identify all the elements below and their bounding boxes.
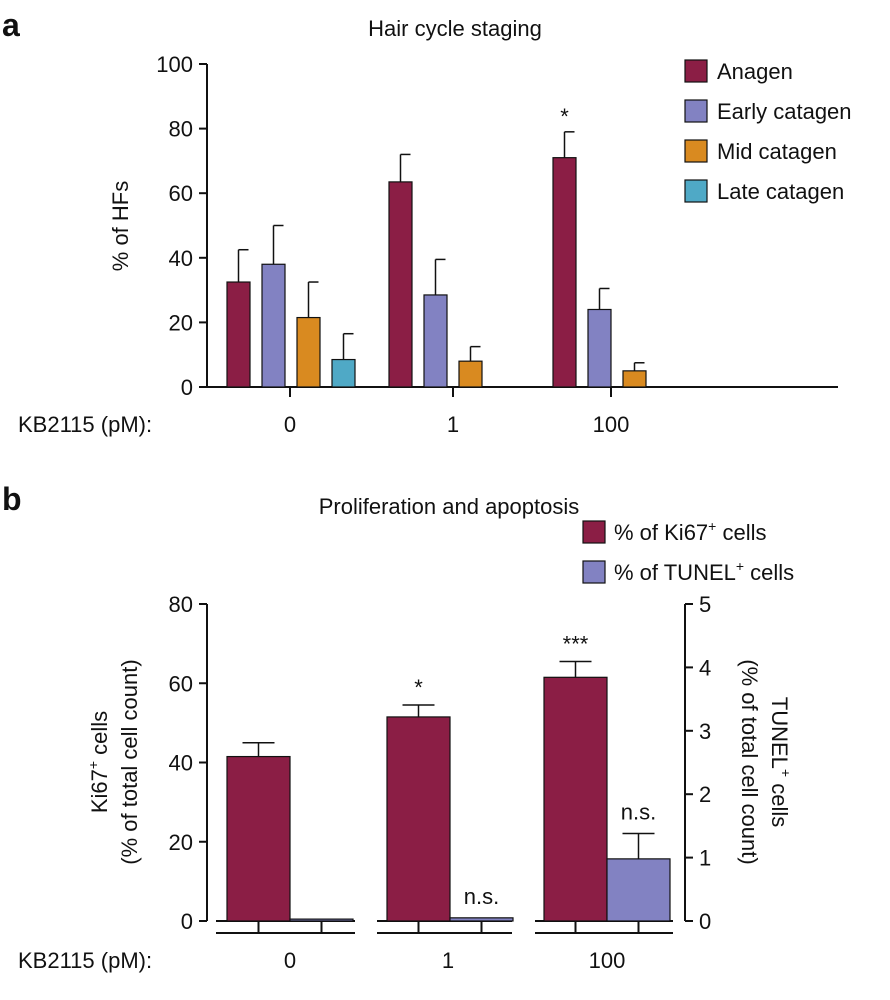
panel-b-ytick-left-label: 80 bbox=[169, 592, 193, 617]
legend-b-swatch-of-tunel bbox=[582, 560, 606, 584]
bar-b-of-ki67-100 bbox=[543, 676, 608, 922]
panel-b-ytick-left-label: 60 bbox=[169, 671, 193, 696]
panel-b-ytick-right-label: 3 bbox=[699, 719, 711, 744]
panel-b-legend: % of Ki67+ cells % of TUNEL+ cells bbox=[582, 518, 794, 585]
panel-a-title: Hair cycle staging bbox=[368, 16, 542, 41]
panel-a-ytick-label: 60 bbox=[169, 181, 193, 206]
panel-b-ytick-right-label: 2 bbox=[699, 782, 711, 807]
legend-a-label-anagen: Anagen bbox=[717, 59, 793, 84]
legend-a-swatch-late-catagen bbox=[684, 179, 708, 203]
panel-b-title: Proliferation and apoptosis bbox=[319, 494, 580, 519]
panel-a-ytick-label: 80 bbox=[169, 117, 193, 142]
panel-a-letter: a bbox=[2, 7, 20, 43]
panel-b-ytick-left-label: 20 bbox=[169, 830, 193, 855]
legend-a-label-early-catagen: Early catagen bbox=[717, 99, 852, 124]
panel-b-ytick-right-label: 4 bbox=[699, 655, 711, 680]
panel-a-xlabel: KB2115 (pM): bbox=[18, 412, 152, 437]
bar-b-of-tunel-1 bbox=[449, 917, 514, 922]
panel-b-plot: 0 20 40 60 80 0 1 2 3 4 5 0 1 * n.s. 100 *** n.s. bbox=[169, 592, 712, 973]
panel-b-ytick-right-label: 1 bbox=[699, 846, 711, 871]
legend-a-label-late-catagen: Late catagen bbox=[717, 179, 844, 204]
panel-a-xtick-label: 0 bbox=[284, 412, 296, 437]
panel-a-ytick-label: 40 bbox=[169, 246, 193, 271]
bar-b-of-ki67-0 bbox=[226, 755, 291, 922]
panel-b-letter: b bbox=[2, 481, 22, 517]
bar-a-anagen-1 bbox=[388, 181, 413, 388]
bar-a-anagen-100 bbox=[552, 157, 577, 388]
panel-a-xtick-label: 1 bbox=[447, 412, 459, 437]
panel-a-ytick-label: 100 bbox=[156, 52, 193, 77]
panel-b-ytick-right-label: 0 bbox=[699, 909, 711, 934]
bar-b-of-tunel-100 bbox=[606, 858, 671, 922]
panel-b-significance: *** bbox=[563, 631, 589, 656]
legend-b-swatch-of-ki67 bbox=[582, 520, 606, 544]
legend-a-swatch-anagen bbox=[684, 59, 708, 83]
panel-a-xtick-label: 100 bbox=[593, 412, 630, 437]
panel-b-ylabel-right-line1: TUNEL+ cells bbox=[767, 697, 794, 827]
panel-b-ylabel-left-line1: Ki67+ cells bbox=[85, 711, 112, 813]
panel-a-significance: * bbox=[560, 104, 569, 129]
panel-b-xlabel: KB2115 (pM): bbox=[18, 948, 152, 973]
bar-a-anagen-0 bbox=[226, 281, 251, 388]
panel-a-plot: 0 20 40 60 80 100 0 1 100 * bbox=[156, 52, 838, 437]
legend-a-label-mid-catagen: Mid catagen bbox=[717, 139, 837, 164]
panel-b-significance: * bbox=[414, 675, 423, 700]
bar-a-late-catagen-0 bbox=[331, 358, 356, 388]
panel-b-ylabel-right: TUNEL+ cells(% of total cell count) bbox=[737, 659, 794, 864]
bar-a-mid-catagen-0 bbox=[296, 316, 321, 388]
bar-a-early-catagen-0 bbox=[261, 263, 286, 388]
panel-b-significance: n.s. bbox=[621, 800, 656, 825]
panel-b-xtick-label: 0 bbox=[284, 948, 296, 973]
legend-b-label-of-ki67: % of Ki67+ cells bbox=[614, 518, 766, 545]
panel-b-ylabel-left: Ki67+ cells (% of total cell count) bbox=[85, 659, 142, 864]
bar-b-of-ki67-1 bbox=[386, 716, 451, 922]
legend-b-label-of-tunel: % of TUNEL+ cells bbox=[614, 558, 794, 585]
panel-b-xtick-label: 100 bbox=[589, 948, 626, 973]
bar-a-early-catagen-100 bbox=[587, 308, 612, 388]
panel-b-xtick-label: 1 bbox=[442, 948, 454, 973]
panel-b-ytick-left-label: 40 bbox=[169, 751, 193, 776]
panel-a-ylabel: % of HFs bbox=[108, 181, 133, 271]
panel-b-ytick-right-label: 5 bbox=[699, 592, 711, 617]
legend-a-swatch-early-catagen bbox=[684, 99, 708, 123]
bar-a-early-catagen-1 bbox=[423, 294, 448, 388]
panel-b-ylabel-right-line2: (% of total cell count) bbox=[737, 659, 762, 864]
panel-a-legend: Anagen Early catagen Mid catagen Late catag… bbox=[684, 59, 852, 204]
panel-a-ytick-label: 0 bbox=[181, 375, 193, 400]
panel-b-ylabel-left-line2: (% of total cell count) bbox=[117, 659, 142, 864]
bar-b-of-tunel-0 bbox=[289, 918, 354, 922]
panel-b-significance: n.s. bbox=[464, 884, 499, 909]
panel-a-ytick-label: 20 bbox=[169, 310, 193, 335]
legend-a-swatch-mid-catagen bbox=[684, 139, 708, 163]
bar-a-mid-catagen-100 bbox=[622, 370, 647, 388]
bar-a-mid-catagen-1 bbox=[458, 360, 483, 388]
panel-b-ytick-left-label: 0 bbox=[181, 909, 193, 934]
